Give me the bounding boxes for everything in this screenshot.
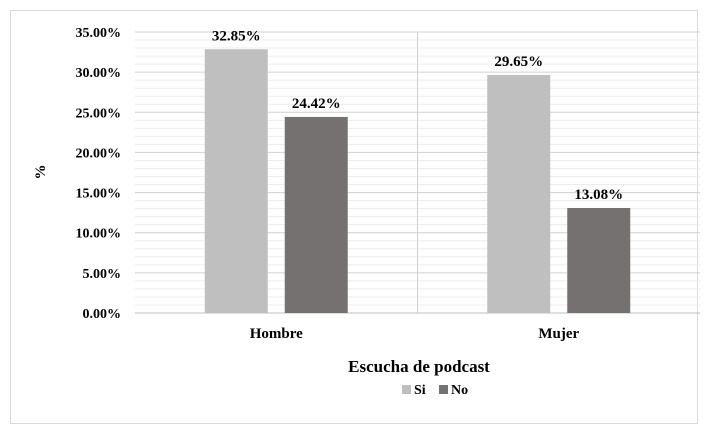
value-label: 29.65% [494, 54, 543, 70]
y-tick-label: 25.00% [76, 106, 122, 121]
y-axis-tick-labels: 0.00% 5.00% 10.00% 15.00% 20.00% 25.00% 30.00%… [76, 26, 122, 322]
x-axis-label: Escucha de podcast [348, 357, 490, 376]
y-tick-label: 0.00% [83, 307, 122, 322]
bar-no-hombre [284, 116, 348, 313]
y-tick-label: 30.00% [76, 66, 122, 81]
value-label: 24.42% [292, 96, 341, 112]
value-label: 32.85% [212, 28, 261, 44]
y-tick-label: 15.00% [76, 187, 122, 202]
y-tick-label: 5.00% [83, 267, 122, 282]
y-tick-label: 10.00% [76, 227, 122, 242]
bars [204, 49, 631, 314]
x-axis-tick-labels: Hombre Mujer [250, 326, 580, 342]
y-axis-label: % [33, 165, 49, 180]
value-label: 13.08% [574, 187, 623, 203]
y-tick-label: 35.00% [76, 26, 122, 41]
legend-label-si: Si [414, 383, 426, 398]
legend-label-no: No [451, 383, 468, 398]
x-tick-label: Mujer [538, 326, 579, 342]
legend-swatch-si [402, 385, 411, 394]
bar-si-hombre [204, 49, 268, 314]
legend-swatch-no [439, 385, 448, 394]
bar-si-mujer [487, 74, 551, 314]
value-labels: 32.85% 24.42% 29.65% 13.08% [212, 28, 623, 203]
bar-no-mujer [567, 207, 631, 313]
legend: Si No [402, 383, 468, 398]
y-tick-label: 20.00% [76, 146, 122, 161]
x-tick-label: Hombre [250, 326, 303, 342]
